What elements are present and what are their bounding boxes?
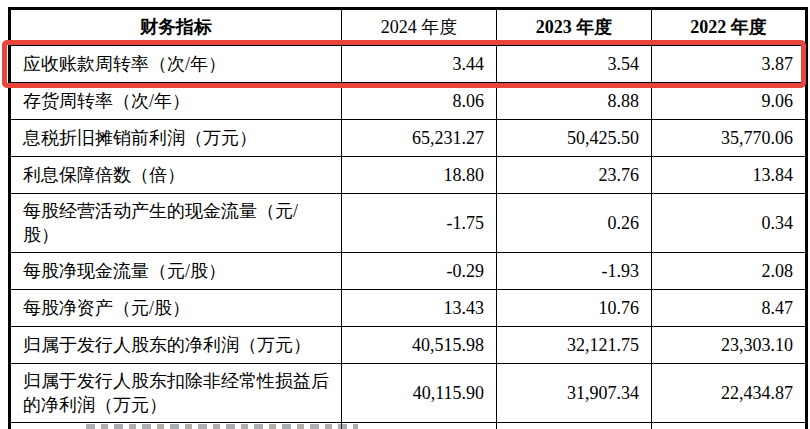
value-2024: 3.06% (342, 423, 497, 429)
value-2023: 0.26 (497, 194, 652, 253)
col-header-year-2024: 2024 年度 (342, 9, 497, 46)
value-2023: 3.34% (497, 423, 652, 429)
indicator-label: 应收账款周转率（次/年） (10, 45, 342, 83)
table-row: 每股净资产（元/股） 13.43 10.76 8.47 (10, 290, 807, 327)
col-header-year-2022: 2022 年度 (652, 9, 807, 46)
table-row: 利息保障倍数（倍） 18.80 23.76 13.84 (10, 157, 807, 194)
value-2024: 8.06 (342, 83, 497, 120)
value-2024: 3.44 (342, 45, 497, 83)
indicator-label: 每股净资产（元/股） (10, 290, 342, 327)
value-2022: 35,770.06 (652, 120, 807, 157)
col-header-indicator: 财务指标 (10, 9, 342, 46)
clipped-caption-fragment (86, 424, 358, 429)
col-header-year-2023: 2023 年度 (497, 9, 652, 46)
value-2022: 3.87 (652, 45, 807, 83)
value-2023: 23.76 (497, 157, 652, 194)
value-2024: -0.29 (342, 253, 497, 290)
value-2023: 8.88 (497, 83, 652, 120)
value-2022: 22,434.87 (652, 364, 807, 423)
document-page: { "page": { "background": "#ffffff", "hi… (0, 0, 810, 429)
value-2022: 3.67% (652, 423, 807, 429)
value-2024: 18.80 (342, 157, 497, 194)
indicator-label: 存货周转率（次/年） (10, 83, 342, 120)
table-row: 归属于发行人股东的净利润（万元） 40,515.98 32,121.75 23,… (10, 327, 807, 364)
value-2024: 65,231.27 (342, 120, 497, 157)
table-row: 每股经营活动产生的现金流量（元/股） -1.75 0.26 0.34 (10, 194, 807, 253)
value-2024: 13.43 (342, 290, 497, 327)
value-2022: 8.47 (652, 290, 807, 327)
value-2022: 13.84 (652, 157, 807, 194)
indicator-label: 利息保障倍数（倍） (10, 157, 342, 194)
indicator-label: 归属于发行人股东的净利润（万元） (10, 327, 342, 364)
value-2023: 50,425.50 (497, 120, 652, 157)
table-row: 归属于发行人股东扣除非经常性损益后的净利润（万元） 40,115.90 31,9… (10, 364, 807, 423)
table-row: 息税折旧摊销前利润（万元） 65,231.27 50,425.50 35,770… (10, 120, 807, 157)
indicator-label: 每股净现金流量（元/股） (10, 253, 342, 290)
value-2023: 31,907.34 (497, 364, 652, 423)
indicator-label: 归属于发行人股东扣除非经常性损益后的净利润（万元） (10, 364, 342, 423)
value-2022: 9.06 (652, 83, 807, 120)
value-2022: 0.34 (652, 194, 807, 253)
value-2023: 3.54 (497, 45, 652, 83)
financial-indicators-table: 财务指标 2024 年度 2023 年度 2022 年度 应收账款周转率（次/年… (8, 7, 808, 429)
header-row: 财务指标 2024 年度 2023 年度 2022 年度 (10, 9, 807, 46)
table-row: 应收账款周转率（次/年） 3.44 3.54 3.87 (10, 45, 807, 83)
value-2023: -1.93 (497, 253, 652, 290)
indicator-label: 息税折旧摊销前利润（万元） (10, 120, 342, 157)
value-2024: -1.75 (342, 194, 497, 253)
value-2024: 40,115.90 (342, 364, 497, 423)
table-row: 存货周转率（次/年） 8.06 8.88 9.06 (10, 83, 807, 120)
value-2024: 40,515.98 (342, 327, 497, 364)
financial-table: 财务指标 2024 年度 2023 年度 2022 年度 应收账款周转率（次/年… (8, 7, 805, 429)
value-2023: 32,121.75 (497, 327, 652, 364)
value-2022: 23,303.10 (652, 327, 807, 364)
value-2022: 2.08 (652, 253, 807, 290)
value-2023: 10.76 (497, 290, 652, 327)
indicator-label: 每股经营活动产生的现金流量（元/股） (10, 194, 342, 253)
table-row: 每股净现金流量（元/股） -0.29 -1.93 2.08 (10, 253, 807, 290)
